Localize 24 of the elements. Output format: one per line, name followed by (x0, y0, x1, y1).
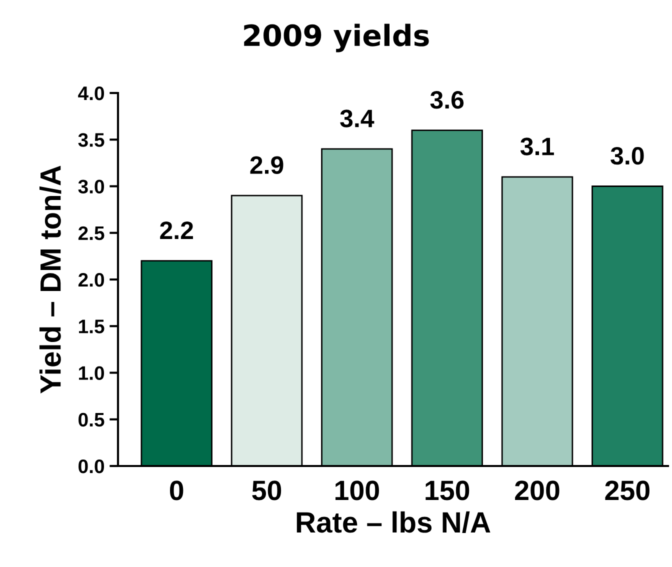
y-tick-label: 1.5 (79, 320, 104, 334)
y-tick-label: 3.5 (78, 133, 104, 147)
x-tick-label: 50 (252, 480, 282, 500)
y-tick-label: 4.0 (78, 86, 104, 100)
x-tick-label: 100 (336, 480, 379, 500)
x-axis-title: Rate – lbs N/A (296, 511, 490, 534)
y-tick-label: 3.0 (78, 180, 104, 194)
x-tick-label: 0 (170, 480, 184, 500)
x-tick-label: 150 (426, 480, 470, 500)
y-tick-label: 2.5 (78, 226, 104, 240)
data-label: 2.2 (160, 222, 193, 239)
x-tick-label: 250 (605, 480, 650, 500)
chart-title: 2009 yields (244, 24, 429, 52)
y-tick-label: 0.5 (78, 412, 104, 427)
x-tick-label: 200 (515, 480, 560, 500)
y-axis-title: Yield – DM ton/A (39, 166, 62, 394)
y-tick-label: 1.0 (79, 366, 104, 380)
data-label: 3.4 (340, 110, 374, 128)
data-label: 3.0 (610, 146, 644, 165)
data-label: 3.6 (430, 90, 464, 109)
data-label: 2.9 (250, 156, 284, 174)
y-tick-label: 0.0 (78, 459, 104, 474)
y-tick-label: 2.0 (78, 272, 104, 287)
data-label: 3.1 (520, 138, 554, 156)
